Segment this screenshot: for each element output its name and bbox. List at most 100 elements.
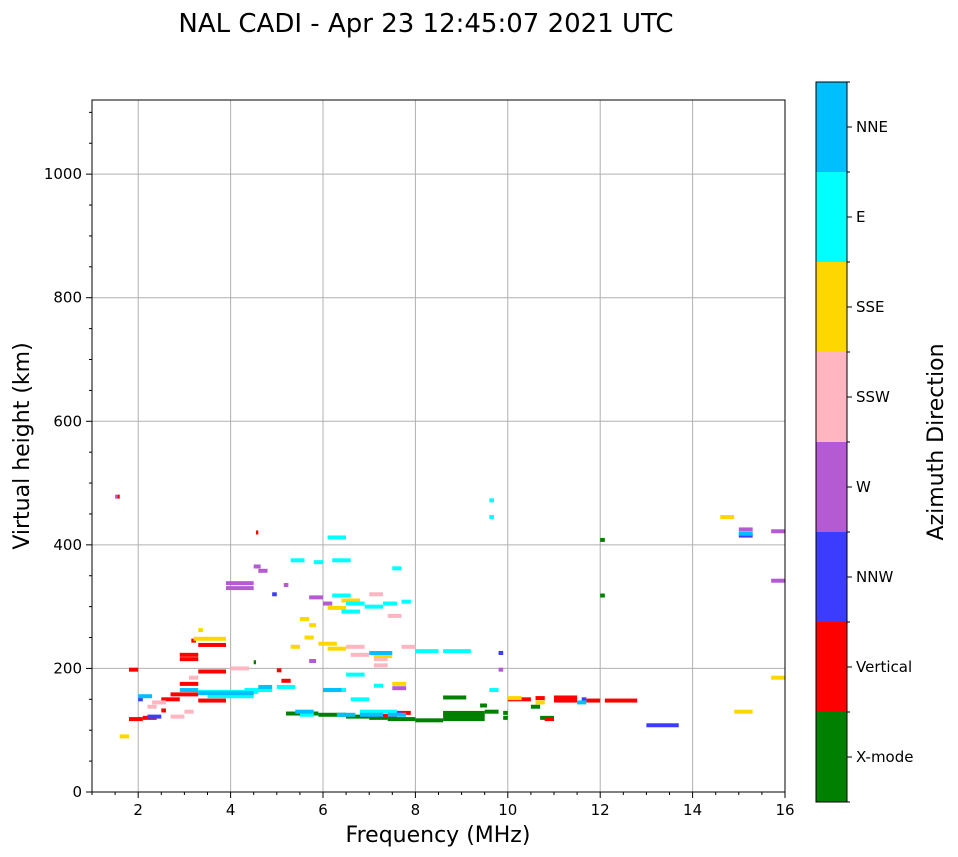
plot-background bbox=[92, 100, 785, 792]
colorbar-swatch-nnw bbox=[816, 532, 847, 622]
data-segment-vertical bbox=[554, 698, 578, 703]
data-segment-nne bbox=[323, 688, 342, 693]
data-segment-vertical bbox=[276, 668, 282, 673]
data-segment-ssw bbox=[184, 709, 194, 714]
data-segment-vertical bbox=[604, 698, 638, 703]
data-segment-nnw bbox=[272, 592, 277, 597]
colorbar-frame bbox=[815, 81, 848, 803]
y-tick-label: 600 bbox=[53, 412, 82, 430]
data-segment-e bbox=[364, 604, 384, 609]
data-segment-w bbox=[498, 667, 504, 672]
data-segment-vertical bbox=[179, 657, 199, 662]
data-segment-vertical bbox=[117, 494, 120, 499]
colorbar-label: NNE bbox=[856, 118, 888, 136]
data-segment-vertical bbox=[544, 717, 554, 722]
data-segment-ssw bbox=[170, 714, 185, 719]
colorbar-swatch-w bbox=[816, 442, 847, 532]
data-segment-vertical bbox=[179, 652, 199, 657]
colorbar-swatch-nne bbox=[816, 82, 847, 172]
data-segment-x-mode bbox=[600, 537, 605, 542]
data-segment-nne bbox=[336, 712, 356, 717]
data-segment-ssw bbox=[350, 652, 370, 657]
x-tick-label: 16 bbox=[775, 801, 794, 819]
x-tick-label: 4 bbox=[226, 801, 236, 819]
data-segment-e bbox=[207, 694, 254, 699]
data-segment-e bbox=[392, 566, 402, 571]
data-segment-sse bbox=[304, 635, 314, 640]
data-segment-vertical bbox=[281, 678, 291, 683]
data-segment-e bbox=[332, 558, 351, 563]
colorbar-label: NNW bbox=[856, 568, 893, 586]
data-segment-sse bbox=[193, 636, 226, 641]
data-segment-sse bbox=[341, 598, 360, 603]
data-segment-w bbox=[253, 564, 261, 569]
data-segment-sse bbox=[119, 734, 129, 739]
data-segment-ssw bbox=[387, 613, 402, 618]
data-segment-e bbox=[489, 688, 499, 693]
data-segment-nnw bbox=[646, 723, 679, 728]
data-segment-w bbox=[309, 595, 323, 600]
data-segment-ssw bbox=[189, 675, 199, 680]
colorbar-swatch-vertical bbox=[816, 622, 847, 712]
data-segment-e bbox=[378, 709, 397, 714]
data-segment-e bbox=[276, 684, 296, 689]
data-segment-sse bbox=[327, 605, 347, 610]
data-segment-w bbox=[225, 581, 254, 586]
x-axis-label: Frequency (MHz) bbox=[346, 823, 531, 848]
data-segment-sse bbox=[327, 646, 347, 651]
data-segment-e bbox=[443, 649, 471, 654]
data-segment-sse bbox=[507, 696, 522, 701]
data-segment-vertical bbox=[128, 667, 139, 672]
data-segment-nnw bbox=[147, 714, 162, 719]
y-tick-label: 400 bbox=[53, 536, 82, 554]
data-segment-x-mode bbox=[600, 593, 605, 598]
data-segment-x-mode bbox=[484, 709, 499, 714]
data-segment-e bbox=[313, 560, 323, 565]
data-segment-ssw bbox=[373, 657, 388, 662]
data-segment-e bbox=[359, 709, 379, 714]
data-segment-x-mode bbox=[530, 704, 541, 709]
data-segment-x-mode bbox=[318, 712, 347, 717]
y-tick-label: 800 bbox=[53, 289, 82, 307]
data-segment-x-mode bbox=[253, 660, 257, 665]
data-segment-nne bbox=[138, 694, 153, 699]
data-segment-ssw bbox=[152, 700, 166, 705]
data-segment-sse bbox=[734, 709, 753, 714]
data-segment-nne bbox=[198, 691, 254, 696]
data-segment-x-mode bbox=[387, 717, 416, 722]
data-segment-e bbox=[415, 649, 439, 654]
data-segment-e bbox=[332, 593, 351, 598]
data-segment-sse bbox=[198, 628, 203, 633]
data-segment-e bbox=[373, 683, 384, 688]
data-segment-nnw bbox=[581, 697, 587, 702]
data-segment-x-mode bbox=[503, 710, 508, 715]
axes: 2 4 6 8 10 12 14 16 0 200 400 600 800 1000 bbox=[44, 99, 795, 819]
colorbar-swatch-sse bbox=[816, 262, 847, 352]
data-segment-e bbox=[244, 688, 273, 693]
data-segment-e bbox=[290, 558, 305, 563]
data-segment-vertical bbox=[586, 698, 601, 703]
data-segment-ssw bbox=[230, 666, 250, 671]
data-segment-x-mode bbox=[480, 703, 488, 708]
data-segment-w bbox=[323, 601, 333, 606]
data-segment-x-mode bbox=[415, 718, 444, 723]
data-segment-w bbox=[225, 586, 254, 591]
data-segment-nne bbox=[738, 531, 753, 536]
data-segment-w bbox=[258, 568, 268, 573]
data-segment-w bbox=[309, 659, 317, 664]
y-tick-label: 200 bbox=[53, 659, 82, 677]
data-segment-sse bbox=[771, 675, 785, 680]
data-segment-sse bbox=[720, 515, 735, 520]
data-segment-vertical bbox=[535, 696, 545, 701]
data-segment-nne bbox=[369, 650, 393, 655]
y-tick-label: 0 bbox=[72, 783, 82, 801]
y-tick-label: 1000 bbox=[44, 165, 82, 183]
data-segment-sse bbox=[290, 644, 300, 649]
data-segment-e bbox=[401, 599, 411, 604]
data-segment-w bbox=[771, 578, 785, 583]
data-segment-x-mode bbox=[443, 717, 485, 722]
colorbar-label: E bbox=[856, 208, 865, 226]
colorbar-label: W bbox=[856, 478, 871, 496]
data-segment-vertical bbox=[554, 695, 578, 700]
